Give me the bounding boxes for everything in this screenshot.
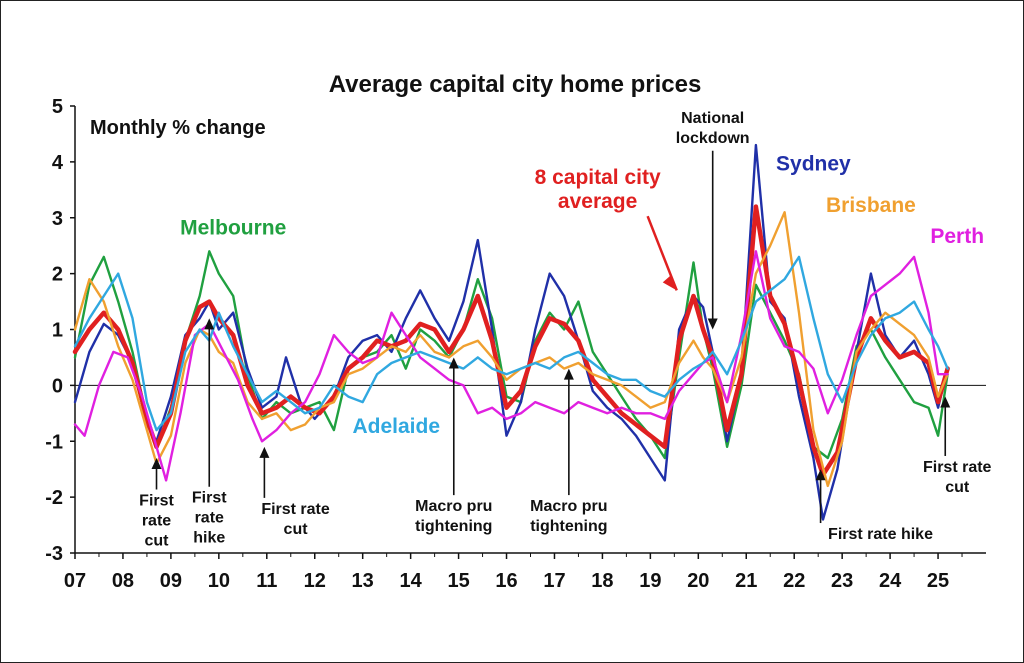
series-line-adelaide	[73, 255, 949, 432]
y-tick-label: 3	[52, 208, 63, 230]
annotation-label: Macro pru tightening	[530, 498, 607, 535]
annotation-label: First rate hike	[828, 526, 933, 543]
annotation-label: First rate cut	[923, 459, 992, 496]
y-tick-label: 0	[52, 375, 63, 397]
series-label-8-capital-city-average: 8 capital city average	[535, 166, 661, 213]
series-line-brisbane	[73, 211, 949, 488]
annotation-label: First rate cut	[261, 501, 330, 538]
series-label-perth: Perth	[930, 225, 984, 248]
x-tick-label: 08	[112, 570, 134, 592]
annotation-arrowhead	[815, 469, 826, 481]
average-label-arrow	[646, 215, 678, 291]
annotation-arrowhead	[448, 357, 459, 369]
x-tick-label: 09	[160, 570, 182, 592]
y-tick-label: 5	[52, 96, 63, 118]
annotations: First rate cut First rate hike First rate cut Ma…	[139, 110, 991, 550]
x-tick-label: 19	[639, 570, 661, 592]
y-tick-label: -3	[45, 543, 63, 565]
series-label-adelaide: Adelaide	[352, 415, 440, 438]
y-axis-label: Monthly % change	[90, 117, 266, 139]
x-tick-label: 20	[687, 570, 709, 592]
annotation-arrowhead	[940, 396, 951, 408]
average-label-arrowhead	[662, 275, 677, 291]
x-tick-label: 13	[352, 570, 374, 592]
series-label-brisbane: Brisbane	[826, 194, 916, 217]
x-tick-label: 10	[208, 570, 230, 592]
y-tick-label: 1	[52, 320, 63, 342]
x-tick-label: 24	[879, 570, 902, 592]
x-tick-label: 18	[591, 570, 613, 592]
x-tick-label: 23	[831, 570, 853, 592]
annotation-arrowhead	[707, 318, 718, 330]
series-line-sydney	[73, 143, 949, 521]
x-tick-label: 22	[783, 570, 805, 592]
x-tick-label: 14	[400, 570, 423, 592]
x-tick-label: 12	[304, 570, 326, 592]
series-label-sydney: Sydney	[776, 152, 851, 175]
annotation-label: National lockdown	[676, 110, 750, 147]
annotation-arrowhead	[563, 368, 574, 380]
x-tick-label: 07	[64, 570, 86, 592]
annotation-label: Macro pru tightening	[415, 498, 492, 535]
x-tick-label: 16	[495, 570, 517, 592]
series-line-perth	[73, 250, 949, 482]
series-labels: Melbourne Sydney 8 capital city average Bris…	[180, 152, 984, 438]
chart-title: Average capital city home prices	[329, 71, 702, 98]
x-tick-label: 17	[543, 570, 565, 592]
annotation-arrowhead	[151, 458, 162, 470]
series-label-melbourne: Melbourne	[180, 217, 286, 240]
series-lines	[72, 143, 950, 521]
x-tick-label: 11	[256, 570, 277, 592]
annotation-label: First rate cut	[139, 493, 174, 550]
x-tick-label: 25	[927, 570, 949, 592]
x-tick-label: 15	[447, 570, 469, 592]
annotation-label: First rate hike	[192, 490, 227, 547]
annotation-arrowhead	[204, 318, 215, 330]
y-tick-label: 2	[52, 264, 63, 286]
y-tick-label: -2	[45, 487, 63, 509]
y-tick-label: 4	[52, 152, 64, 174]
series-line-8-capital-city-average	[72, 204, 950, 478]
annotation-arrowhead	[259, 446, 270, 458]
x-tick-label: 21	[735, 570, 757, 592]
y-tick-label: -1	[45, 431, 63, 453]
